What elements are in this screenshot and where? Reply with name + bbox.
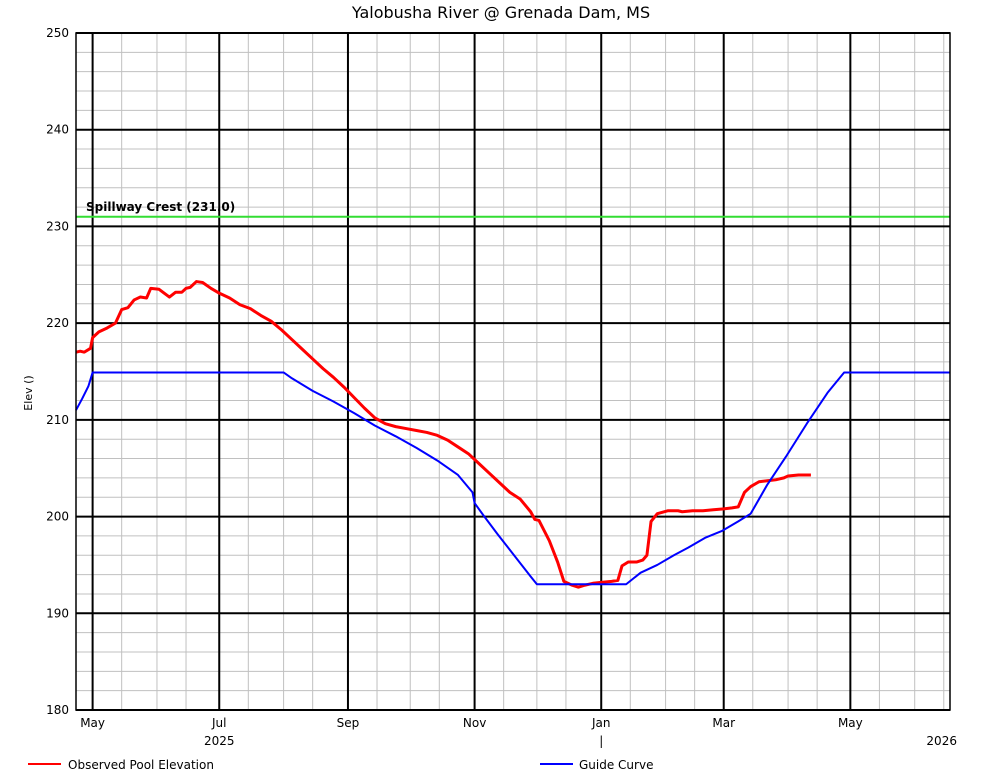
guide-curve-line <box>75 371 950 586</box>
x-tick-label: May <box>838 716 863 730</box>
grid <box>76 32 950 711</box>
chart-title: Yalobusha River @ Grenada Dam, MS <box>351 3 650 22</box>
x-tick-label: Jul <box>211 716 226 730</box>
reference-lines: Spillway Crest (231.0) <box>76 200 950 218</box>
legend-label: Guide Curve <box>579 758 653 772</box>
y-tick-label: 250 <box>46 26 69 40</box>
x-tick-label: Nov <box>463 716 486 730</box>
legend: Observed Pool Elevation Guide Curve <box>28 758 653 772</box>
y-tick-label: 210 <box>46 413 69 427</box>
y-tick-label: 190 <box>46 606 69 620</box>
y-tick-label: 180 <box>46 703 69 717</box>
y-tick-label: 240 <box>46 123 69 137</box>
tick-labels: 180 190 200 210 220 230 240 250 May Jul Sep Nov Jan M… <box>46 26 957 748</box>
y-tick-label: 220 <box>46 316 69 330</box>
x-year-label: | <box>599 734 603 748</box>
x-tick-label: Mar <box>712 716 735 730</box>
y-tick-label: 200 <box>46 510 69 524</box>
plot-frame <box>75 32 951 711</box>
x-tick-label: Sep <box>337 716 360 730</box>
x-tick-label: May <box>80 716 105 730</box>
legend-label: Observed Pool Elevation <box>68 758 214 772</box>
y-tick-label: 230 <box>46 219 69 233</box>
x-year-label: 2026 <box>926 734 957 748</box>
observed-pool-elevation-line <box>75 280 811 589</box>
y-axis-label: Elev () <box>22 375 35 410</box>
x-tick-label: Jan <box>591 716 611 730</box>
spillway-crest-label: Spillway Crest (231.0) <box>86 200 235 214</box>
x-year-label: 2025 <box>204 734 235 748</box>
series-lines <box>75 280 950 589</box>
